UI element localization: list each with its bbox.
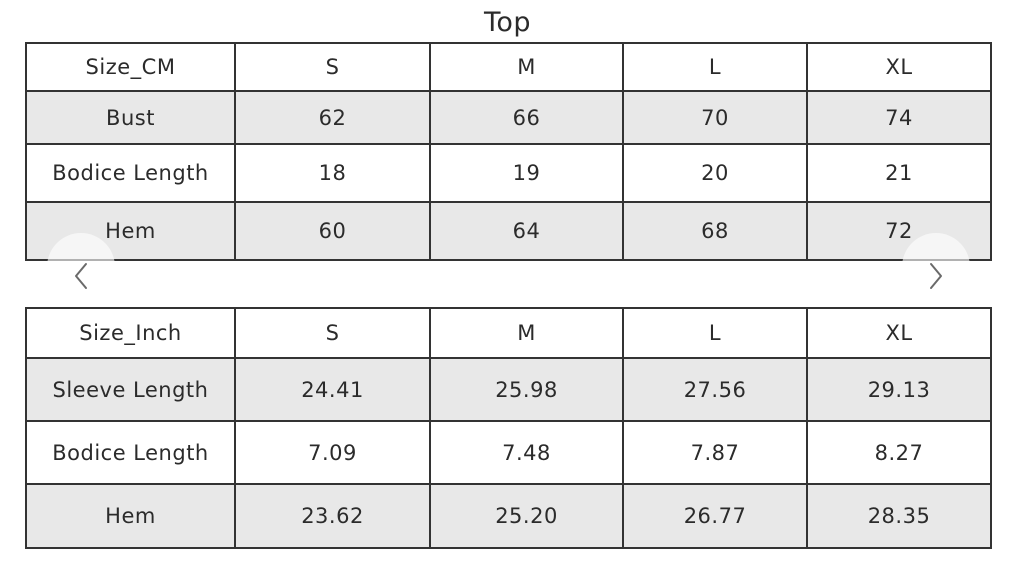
value-cell: 60 bbox=[234, 201, 431, 261]
value-cell: 62 bbox=[234, 90, 431, 145]
header-cell: L bbox=[622, 307, 808, 359]
header-cell: Size_CM bbox=[25, 42, 236, 92]
table-row: Bust 62 66 70 74 bbox=[25, 90, 992, 145]
value-cell: 68 bbox=[622, 201, 808, 261]
value-cell: 25.20 bbox=[429, 483, 624, 549]
next-arrow-button[interactable] bbox=[902, 233, 970, 301]
table-row: Sleeve Length 24.41 25.98 27.56 29.13 bbox=[25, 357, 992, 422]
header-cell: M bbox=[429, 307, 624, 359]
table-gap bbox=[25, 261, 990, 307]
header-cell: Size_Inch bbox=[25, 307, 236, 359]
value-cell: 24.41 bbox=[234, 357, 431, 422]
row-label: Bust bbox=[25, 90, 236, 145]
value-cell: 23.62 bbox=[234, 483, 431, 549]
prev-arrow-button[interactable] bbox=[47, 233, 115, 301]
row-label: Bodice Length bbox=[25, 143, 236, 203]
table-row: Hem 60 64 68 72 bbox=[25, 201, 992, 261]
value-cell: 27.56 bbox=[622, 357, 808, 422]
value-cell: 74 bbox=[806, 90, 992, 145]
value-cell: 7.87 bbox=[622, 420, 808, 485]
header-cell: L bbox=[622, 42, 808, 92]
chevron-right-icon bbox=[930, 263, 942, 289]
row-label: Hem bbox=[25, 483, 236, 549]
value-cell: 21 bbox=[806, 143, 992, 203]
value-cell: 20 bbox=[622, 143, 808, 203]
value-cell: 29.13 bbox=[806, 357, 992, 422]
table-row: Bodice Length 18 19 20 21 bbox=[25, 143, 992, 203]
value-cell: 8.27 bbox=[806, 420, 992, 485]
table-header-row: Size_CM S M L XL bbox=[25, 42, 992, 92]
header-cell: XL bbox=[806, 42, 992, 92]
header-cell: XL bbox=[806, 307, 992, 359]
value-cell: 64 bbox=[429, 201, 624, 261]
value-cell: 19 bbox=[429, 143, 624, 203]
value-cell: 26.77 bbox=[622, 483, 808, 549]
header-cell: M bbox=[429, 42, 624, 92]
header-cell: S bbox=[234, 307, 431, 359]
size-table-inch: Size_Inch S M L XL Sleeve Length 24.41 2… bbox=[25, 307, 992, 549]
row-label: Sleeve Length bbox=[25, 357, 236, 422]
table-row: Bodice Length 7.09 7.48 7.87 8.27 bbox=[25, 420, 992, 485]
value-cell: 18 bbox=[234, 143, 431, 203]
value-cell: 70 bbox=[622, 90, 808, 145]
value-cell: 7.48 bbox=[429, 420, 624, 485]
value-cell: 28.35 bbox=[806, 483, 992, 549]
value-cell: 25.98 bbox=[429, 357, 624, 422]
header-cell: S bbox=[234, 42, 431, 92]
size-table-cm: Size_CM S M L XL Bust 62 66 70 74 Bodice… bbox=[25, 42, 992, 261]
size-chart-content: Top Size_CM S M L XL Bust 62 66 70 74 bbox=[25, 0, 992, 549]
value-cell: 7.09 bbox=[234, 420, 431, 485]
value-cell: 66 bbox=[429, 90, 624, 145]
table-header-row: Size_Inch S M L XL bbox=[25, 307, 992, 359]
row-label: Bodice Length bbox=[25, 420, 236, 485]
page-title: Top bbox=[483, 6, 532, 38]
table-row: Hem 23.62 25.20 26.77 28.35 bbox=[25, 483, 992, 549]
chevron-left-icon bbox=[75, 263, 87, 289]
